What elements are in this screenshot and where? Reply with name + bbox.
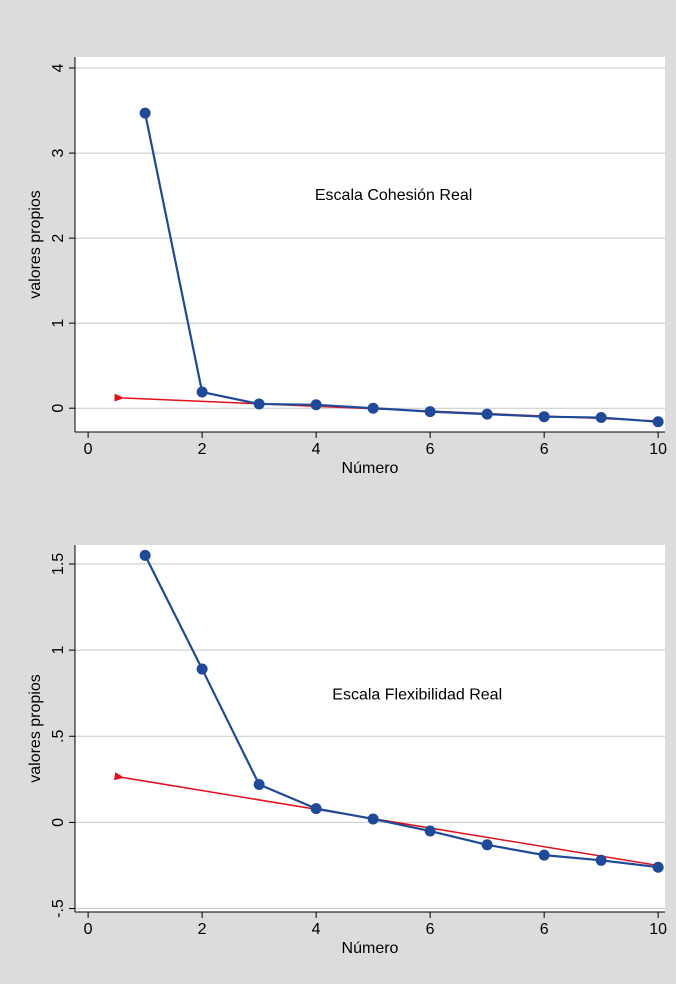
point bbox=[652, 861, 664, 873]
y-tick-label: .5 bbox=[50, 729, 67, 742]
x-tick-label: 6 bbox=[540, 441, 549, 458]
annotation: Escala Flexibilidad Real bbox=[332, 687, 502, 704]
x-tick-label: 2 bbox=[198, 441, 207, 458]
x-tick-label: 0 bbox=[84, 441, 93, 458]
x-tick-label: 6 bbox=[426, 441, 435, 458]
y-axis-label: valores propios bbox=[27, 190, 44, 299]
point bbox=[595, 412, 607, 424]
point bbox=[595, 854, 607, 866]
point bbox=[196, 386, 208, 398]
series-line bbox=[144, 554, 659, 869]
y-tick-label: 0 bbox=[50, 818, 67, 827]
point bbox=[367, 402, 379, 414]
point bbox=[310, 399, 322, 411]
y-tick-label: 4 bbox=[50, 64, 67, 73]
arrow bbox=[113, 772, 659, 867]
point bbox=[538, 849, 550, 861]
point bbox=[253, 778, 265, 790]
x-tick-label: 4 bbox=[312, 441, 321, 458]
x-tick-label: 6 bbox=[540, 921, 549, 938]
point bbox=[139, 107, 151, 119]
x-tick-label: 10 bbox=[649, 921, 667, 938]
x-axis-label: Número bbox=[342, 460, 399, 477]
point bbox=[481, 839, 493, 851]
point bbox=[367, 813, 379, 825]
series-line bbox=[144, 112, 659, 423]
point bbox=[253, 398, 265, 410]
point bbox=[424, 406, 436, 418]
point bbox=[481, 408, 493, 420]
y-tick-label: -.5 bbox=[50, 899, 67, 918]
point bbox=[310, 803, 322, 815]
x-tick-label: 2 bbox=[198, 921, 207, 938]
y-tick-label: 1 bbox=[50, 319, 67, 328]
point bbox=[538, 411, 550, 423]
point bbox=[652, 416, 664, 428]
x-axis-label: Número bbox=[342, 940, 399, 957]
annotation: Escala Cohesión Real bbox=[315, 187, 472, 204]
y-axis-label: valores propios bbox=[27, 674, 44, 783]
x-tick-label: 10 bbox=[649, 441, 667, 458]
x-tick-label: 0 bbox=[84, 921, 93, 938]
y-tick-label: 0 bbox=[50, 404, 67, 413]
y-tick-label: 1 bbox=[50, 646, 67, 655]
point bbox=[139, 549, 151, 561]
y-tick-label: 3 bbox=[50, 149, 67, 158]
point bbox=[196, 663, 208, 675]
point bbox=[424, 825, 436, 837]
plot-area bbox=[75, 57, 665, 432]
x-tick-label: 6 bbox=[426, 921, 435, 938]
plot-area bbox=[75, 545, 665, 912]
x-tick-label: 4 bbox=[312, 921, 321, 938]
y-tick-label: 1.5 bbox=[50, 553, 67, 575]
y-tick-label: 2 bbox=[50, 234, 67, 243]
